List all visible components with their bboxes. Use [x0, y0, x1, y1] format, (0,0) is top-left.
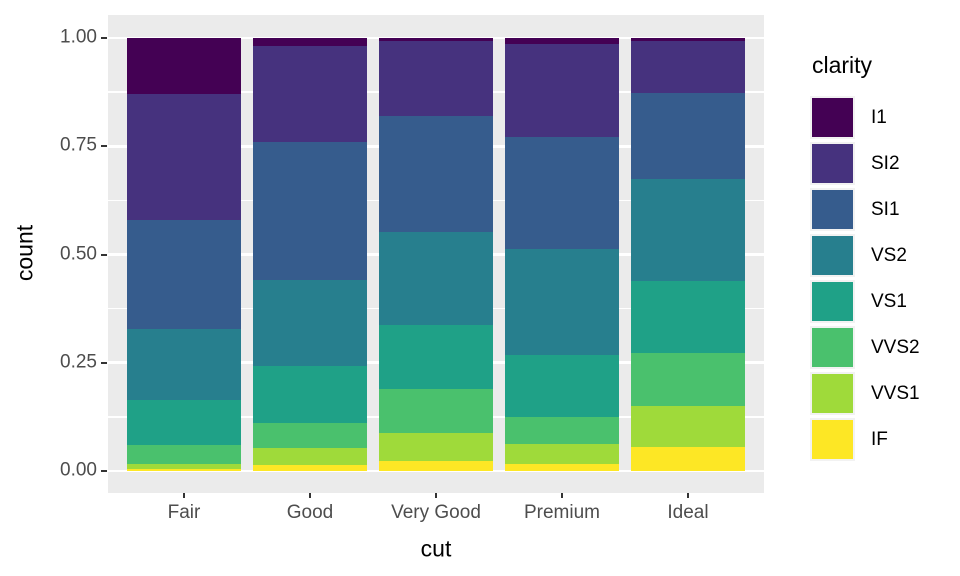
bar-segment-si1 [379, 116, 493, 233]
y-axis-tick-mark [101, 145, 107, 148]
bar-segment-vvs1 [379, 433, 493, 462]
gridline-major [108, 469, 764, 473]
legend-label-si1: SI1 [871, 198, 900, 220]
x-axis-title: cut [420, 535, 452, 562]
x-axis-tick-label: Good [286, 502, 334, 523]
legend-entry-vs1: VS1 [810, 280, 960, 323]
y-axis-tick-mark [101, 37, 107, 39]
legend-swatch-vvs2 [810, 326, 855, 369]
bar-very-good [379, 15, 493, 493]
x-axis-tick-mark [687, 493, 689, 498]
bar-premium [505, 15, 619, 493]
bar-segment-vs1 [631, 281, 745, 354]
bar-segment-si1 [505, 137, 619, 250]
bar-segment-vvs1 [631, 405, 745, 447]
y-axis-tick-label: 0.00 [60, 459, 97, 481]
bar-segment-vs2 [379, 232, 493, 326]
x-axis-tick-mark [435, 493, 437, 498]
legend-entry-vvs2: VVS2 [810, 326, 960, 369]
legend-entry-si2: SI2 [810, 142, 960, 185]
y-axis-tick-label: 0.50 [60, 243, 97, 265]
legend-swatch-si1 [810, 188, 855, 231]
bar-segment-vvs2 [127, 445, 241, 464]
bar-segment-vs1 [379, 325, 493, 389]
plot-panel [108, 15, 764, 493]
bar-segment-i1 [127, 38, 241, 95]
bar-segment-if [253, 464, 367, 471]
bar-segment-si2 [505, 44, 619, 137]
x-axis-tick-label: Fair [167, 502, 201, 523]
legend-swatch-i1 [810, 96, 855, 139]
bar-segment-i1 [631, 38, 745, 41]
y-axis-tick-label: 1.00 [60, 26, 97, 48]
legend-entry-si1: SI1 [810, 188, 960, 231]
bar-fair [127, 15, 241, 493]
bar-segment-i1 [253, 37, 367, 47]
legend-items: I1 SI2 SI1 VS2 VS1 VVS2 VVS1 IF [810, 96, 960, 461]
y-axis-tick-mark [101, 361, 107, 364]
x-axis-tick-mark [309, 493, 311, 498]
legend-label-vs2: VS2 [871, 244, 907, 266]
bar-segment-if [379, 461, 493, 471]
y-axis-tick-mark [101, 253, 107, 256]
bar-segment-i1 [379, 38, 493, 42]
bar-segment-vs2 [631, 179, 745, 282]
gridline-major [108, 36, 764, 40]
bar-segment-vs1 [505, 354, 619, 418]
bar-segment-si1 [253, 141, 367, 280]
legend-entry-vvs1: VVS1 [810, 372, 960, 415]
legend: clarity I1 SI2 SI1 VS2 VS1 VVS2 VVS1 IF [810, 52, 960, 464]
legend-swatch-vvs1 [810, 372, 855, 415]
bar-segment-vvs1 [127, 463, 241, 469]
bar-ideal [631, 15, 745, 493]
bar-segment-si2 [379, 41, 493, 117]
legend-label-vvs1: VVS1 [871, 382, 920, 404]
bar-segment-if [631, 446, 745, 471]
legend-swatch-si2 [810, 142, 855, 185]
x-axis-tick-label: Premium [523, 502, 601, 523]
legend-swatch-if [810, 418, 855, 461]
y-axis-tick-label: 0.25 [60, 351, 97, 373]
bar-segment-if [127, 468, 241, 471]
bar-segment-vvs2 [505, 417, 619, 445]
bar-segment-vvs2 [631, 353, 745, 406]
legend-label-if: IF [871, 428, 888, 450]
legend-entry-vs2: VS2 [810, 234, 960, 277]
y-axis-title: count [11, 224, 38, 282]
bar-segment-si1 [127, 219, 241, 330]
bar-good [253, 15, 367, 493]
bar-segment-vvs1 [505, 444, 619, 464]
x-axis-tick-label: Very Good [391, 502, 481, 523]
legend-entry-i1: I1 [810, 96, 960, 139]
y-axis-tick-label: 0.75 [60, 134, 97, 156]
legend-label-i1: I1 [871, 106, 887, 128]
bar-segment-if [505, 463, 619, 471]
bar-segment-vs2 [253, 279, 367, 366]
x-axis-tick-mark [561, 493, 563, 498]
legend-entry-if: IF [810, 418, 960, 461]
legend-label-vvs2: VVS2 [871, 336, 920, 358]
bar-segment-vs2 [505, 249, 619, 355]
x-axis-tick-label: Ideal [667, 502, 709, 523]
bar-segment-vvs2 [253, 423, 367, 449]
bar-segment-vs1 [253, 365, 367, 424]
legend-swatch-vs1 [810, 280, 855, 323]
bar-segment-vs1 [127, 399, 241, 446]
y-axis-tick-mark [101, 470, 107, 472]
legend-title: clarity [812, 52, 873, 78]
bar-segment-si1 [631, 93, 745, 180]
legend-swatch-vs2 [810, 234, 855, 277]
x-axis-tick-mark [183, 493, 185, 498]
bar-segment-si2 [631, 40, 745, 94]
bar-segment-i1 [505, 38, 619, 45]
bar-segment-si2 [253, 46, 367, 142]
bar-segment-vvs2 [379, 388, 493, 434]
legend-label-si2: SI2 [871, 152, 900, 174]
legend-label-vs1: VS1 [871, 290, 907, 312]
bar-segment-vs2 [127, 329, 241, 400]
bar-segment-vvs1 [253, 448, 367, 465]
bar-segment-si2 [127, 94, 241, 220]
